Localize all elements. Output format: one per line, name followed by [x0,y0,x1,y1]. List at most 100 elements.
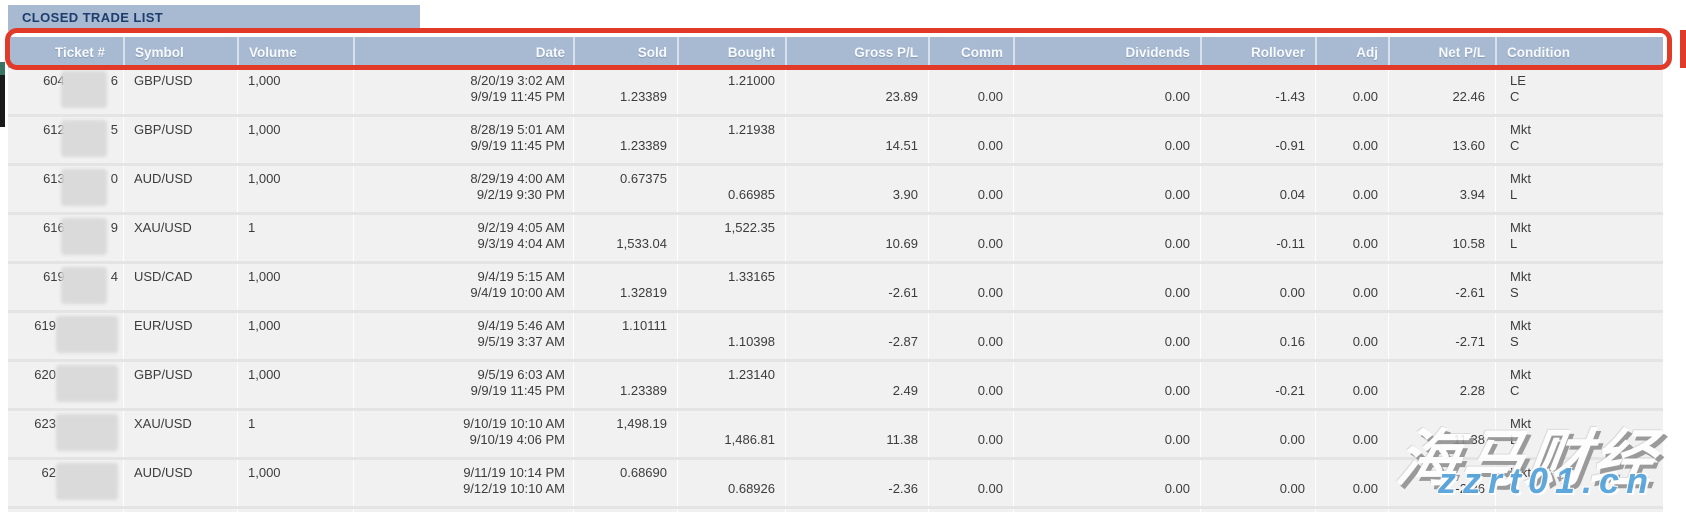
cell-net: -2.36 [1388,460,1495,506]
trade-row[interactable]: 604 6 GBP/USD 1,000 8/20/19 3:02 AM 9/9/19 11… [8,68,1663,117]
cell-adj: 0.00 [1315,68,1388,114]
cell-bought: 1.21000 [677,68,785,114]
cell-empty [677,509,785,512]
column-header-symbol[interactable]: Symbol [123,37,237,68]
column-header-ticket[interactable]: Ticket # [54,45,105,60]
cell-rollover: 0.00 [1200,264,1315,310]
cell-sold: 1.23389 [573,117,677,163]
trade-row[interactable]: 619 4 USD/CAD 1,000 9/4/19 5:15 AM 9/4/19 10:… [8,264,1663,313]
cell-date: 9/4/19 5:46 AM 9/5/19 3:37 AM [353,313,573,359]
cell-dividends: 0.00 [1013,362,1200,408]
cell-net: 22.46 [1388,68,1495,114]
redacted-ticket-blur [56,316,118,353]
column-header-dividends[interactable]: Dividends [1013,37,1200,68]
cell-date: 9/10/19 10:10 AM 9/10/19 4:06 PM [353,411,573,457]
cell-sold: 0.68690 [573,460,677,506]
cell-dividends: 0.00 [1013,264,1200,310]
ticket-number: 604 6 [43,73,118,88]
ticket-number: 620 [34,367,56,382]
column-header-rollover[interactable]: Rollover [1200,37,1315,68]
cell-net: -2.71 [1388,313,1495,359]
cell-comm: 0.00 [928,117,1013,163]
cell-sold: 1.23389 [573,362,677,408]
cell-volume: 1,000 [237,166,353,212]
cell-adj: 0.00 [1315,215,1388,261]
redacted-ticket-blur [61,218,107,255]
cell-symbol: GBP/USD [123,68,237,114]
column-header-bought[interactable]: Bought [677,37,785,68]
cell-net: 10.58 [1388,215,1495,261]
cell-symbol: USD/CAD [123,264,237,310]
cell-ticket: 604 6 [8,68,123,114]
cell-gross: 11.38 [785,411,928,457]
cell-condition: LE C [1495,68,1663,114]
cell-dividends: 0.00 [1013,313,1200,359]
cell-adj: 0.00 [1315,166,1388,212]
cell-condition: Mkt L [1495,215,1663,261]
redacted-ticket-blur [61,71,107,108]
column-header-sold[interactable]: Sold [573,37,677,68]
cell-sold: 1.23389 [573,68,677,114]
trade-row[interactable]: 623 XAU/USD 1 9/10/19 10:10 AM 9/10/19 4:06 … [8,411,1663,460]
cell-volume: 1 [237,215,353,261]
cell-comm: 0.00 [928,460,1013,506]
cell-comm: 0.00 [928,313,1013,359]
ticket-number: 623 [34,416,56,431]
cell-dividends: 0.00 [1013,411,1200,457]
cell-rollover: -1.43 [1200,68,1315,114]
column-header-adj[interactable]: Adj [1315,37,1388,68]
cell-condition: Mkt C [1495,362,1663,408]
trade-row[interactable]: 62 AUD/USD 1,000 9/11/19 10:14 PM 9/12/19 10… [8,460,1663,509]
cell-rollover: 0.00 [1200,411,1315,457]
cell-date: 9/11/19 10:14 PM 9/12/19 10:10 AM [353,460,573,506]
cell-rollover: -0.91 [1200,117,1315,163]
column-header-comm[interactable]: Comm [928,37,1013,68]
cell-symbol: EUR/USD [123,313,237,359]
cell-empty [1200,509,1315,512]
cell-bought: 0.68926 [677,460,785,506]
cell-sold: 1,533.04 [573,215,677,261]
ticket-number: 619 4 [43,269,118,284]
cell-bought: 1.23140 [677,362,785,408]
column-header-gross[interactable]: Gross P/L [785,37,928,68]
cell-volume: 1,000 [237,68,353,114]
column-header-volume[interactable]: Volume [237,37,353,68]
cell-condition: Mkt C [1495,117,1663,163]
cell-symbol: XAU/USD [123,411,237,457]
redacted-ticket-blur [61,169,107,206]
column-header-date[interactable]: Date [353,37,573,68]
cell-adj: 0.00 [1315,313,1388,359]
redacted-ticket-blur [56,463,118,500]
cell-comm: 0.00 [928,411,1013,457]
cell-sold: 1,498.19 [573,411,677,457]
cell-adj: 0.00 [1315,460,1388,506]
cell-rollover: 0.16 [1200,313,1315,359]
column-header-condition[interactable]: Condition [1495,37,1663,68]
trade-row[interactable]: 620 GBP/USD 1,000 9/5/19 6:03 AM 9/9/19 11:4… [8,362,1663,411]
cell-bought: 1,486.81 [677,411,785,457]
cell-dividends: 0.00 [1013,117,1200,163]
cell-empty [785,509,928,512]
cell-gross: 23.89 [785,68,928,114]
cell-symbol: AUD/USD [123,166,237,212]
trade-row[interactable]: 613 0 AUD/USD 1,000 8/29/19 4:00 AM 9/2/19 9:… [8,166,1663,215]
cell-condition: Mkt S [1495,460,1663,506]
cell-ticket: 612 5 [8,117,123,163]
column-header-net[interactable]: Net P/L [1388,37,1495,68]
cell-dividends: 0.00 [1013,166,1200,212]
tab-closed-trade-list[interactable]: CLOSED TRADE LIST [8,5,420,31]
cell-adj: 0.00 [1315,411,1388,457]
cell-dividends: 0.00 [1013,460,1200,506]
cell-net: 13.60 [1388,117,1495,163]
cell-empty [1495,509,1663,512]
ticket-number: 62 [41,465,56,480]
trade-row[interactable]: 619 EUR/USD 1,000 9/4/19 5:46 AM 9/5/19 3:37… [8,313,1663,362]
trade-row[interactable]: 616 9 XAU/USD 1 9/2/19 4:05 AM 9/3/19 4:04 AM… [8,215,1663,264]
cell-empty [1013,509,1200,512]
redacted-ticket-blur [61,267,107,304]
trade-row-partial [8,509,1663,512]
cell-volume: 1,000 [237,117,353,163]
trade-row[interactable]: 612 5 GBP/USD 1,000 8/28/19 5:01 AM 9/9/19 11… [8,117,1663,166]
cell-empty [123,509,237,512]
